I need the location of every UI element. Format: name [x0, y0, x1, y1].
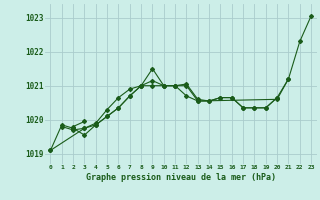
X-axis label: Graphe pression niveau de la mer (hPa): Graphe pression niveau de la mer (hPa): [86, 173, 276, 182]
